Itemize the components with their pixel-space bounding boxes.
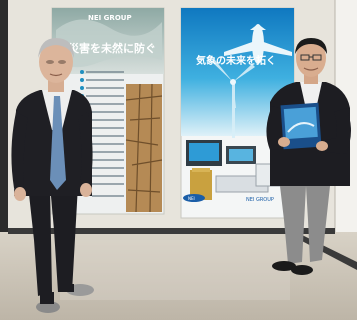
airplane-illustration xyxy=(224,24,292,64)
right-poster-logo xyxy=(183,194,205,202)
right-poster-logo-text: NEI xyxy=(188,196,195,201)
baseboard xyxy=(8,228,335,234)
person-right xyxy=(266,38,351,275)
left-poster-brand: NEI GROUP xyxy=(88,14,132,22)
wind-turbine-illustration xyxy=(212,60,255,138)
wall-edge-left xyxy=(0,0,8,320)
booklet xyxy=(280,102,322,150)
right-poster-headline: 気象の未来を拓く xyxy=(195,54,276,67)
left-poster-headline: 災害を未然に防ぐ xyxy=(67,41,156,55)
person-left xyxy=(11,38,94,313)
right-poster-footer-brand: NEI GROUP xyxy=(246,197,274,203)
